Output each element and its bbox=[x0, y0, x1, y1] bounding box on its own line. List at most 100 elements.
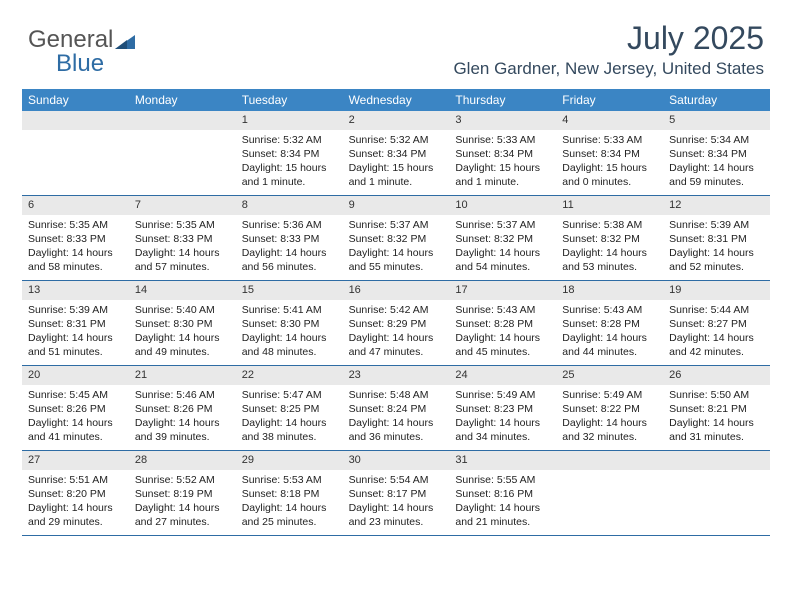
sunset-text: Sunset: 8:33 PM bbox=[242, 232, 337, 246]
daylight-text: Daylight: 14 hours and 45 minutes. bbox=[455, 331, 550, 359]
cell-body: Sunrise: 5:39 AMSunset: 8:31 PMDaylight:… bbox=[22, 300, 129, 364]
daylight-text: Daylight: 14 hours and 53 minutes. bbox=[562, 246, 657, 274]
daylight-text: Daylight: 14 hours and 41 minutes. bbox=[28, 416, 123, 444]
sunset-text: Sunset: 8:30 PM bbox=[242, 317, 337, 331]
day-number: 16 bbox=[343, 281, 450, 300]
day-number: 15 bbox=[236, 281, 343, 300]
cell-body: Sunrise: 5:54 AMSunset: 8:17 PMDaylight:… bbox=[343, 470, 450, 534]
calendar-week: 13Sunrise: 5:39 AMSunset: 8:31 PMDayligh… bbox=[22, 281, 770, 366]
daylight-text: Daylight: 14 hours and 32 minutes. bbox=[562, 416, 657, 444]
calendar-cell: 8Sunrise: 5:36 AMSunset: 8:33 PMDaylight… bbox=[236, 196, 343, 280]
day-number: 7 bbox=[129, 196, 236, 215]
cell-body: Sunrise: 5:39 AMSunset: 8:31 PMDaylight:… bbox=[663, 215, 770, 279]
calendar-cell: 15Sunrise: 5:41 AMSunset: 8:30 PMDayligh… bbox=[236, 281, 343, 365]
calendar-cell: 16Sunrise: 5:42 AMSunset: 8:29 PMDayligh… bbox=[343, 281, 450, 365]
logo: GeneralBlue bbox=[28, 20, 135, 78]
sunrise-text: Sunrise: 5:54 AM bbox=[349, 473, 444, 487]
logo-text-2: Blue bbox=[56, 50, 135, 78]
sunrise-text: Sunrise: 5:52 AM bbox=[135, 473, 230, 487]
calendar-cell bbox=[556, 451, 663, 535]
day-header: Monday bbox=[129, 89, 236, 111]
sunrise-text: Sunrise: 5:33 AM bbox=[455, 133, 550, 147]
calendar: SundayMondayTuesdayWednesdayThursdayFrid… bbox=[0, 83, 792, 536]
calendar-cell: 9Sunrise: 5:37 AMSunset: 8:32 PMDaylight… bbox=[343, 196, 450, 280]
sunset-text: Sunset: 8:27 PM bbox=[669, 317, 764, 331]
daylight-text: Daylight: 14 hours and 39 minutes. bbox=[135, 416, 230, 444]
calendar-cell: 13Sunrise: 5:39 AMSunset: 8:31 PMDayligh… bbox=[22, 281, 129, 365]
cell-body: Sunrise: 5:36 AMSunset: 8:33 PMDaylight:… bbox=[236, 215, 343, 279]
cell-body: Sunrise: 5:37 AMSunset: 8:32 PMDaylight:… bbox=[343, 215, 450, 279]
daylight-text: Daylight: 14 hours and 44 minutes. bbox=[562, 331, 657, 359]
cell-body: Sunrise: 5:45 AMSunset: 8:26 PMDaylight:… bbox=[22, 385, 129, 449]
day-number: 12 bbox=[663, 196, 770, 215]
daylight-text: Daylight: 14 hours and 55 minutes. bbox=[349, 246, 444, 274]
daylight-text: Daylight: 14 hours and 56 minutes. bbox=[242, 246, 337, 274]
sunset-text: Sunset: 8:20 PM bbox=[28, 487, 123, 501]
sunrise-text: Sunrise: 5:43 AM bbox=[562, 303, 657, 317]
header: GeneralBlue July 2025 Glen Gardner, New … bbox=[0, 0, 792, 83]
sunset-text: Sunset: 8:26 PM bbox=[28, 402, 123, 416]
daylight-text: Daylight: 15 hours and 1 minute. bbox=[349, 161, 444, 189]
day-number: 26 bbox=[663, 366, 770, 385]
sunrise-text: Sunrise: 5:49 AM bbox=[455, 388, 550, 402]
day-number: 28 bbox=[129, 451, 236, 470]
sunset-text: Sunset: 8:23 PM bbox=[455, 402, 550, 416]
calendar-cell: 28Sunrise: 5:52 AMSunset: 8:19 PMDayligh… bbox=[129, 451, 236, 535]
sunset-text: Sunset: 8:25 PM bbox=[242, 402, 337, 416]
daylight-text: Daylight: 14 hours and 48 minutes. bbox=[242, 331, 337, 359]
daylight-text: Daylight: 14 hours and 58 minutes. bbox=[28, 246, 123, 274]
daylight-text: Daylight: 14 hours and 21 minutes. bbox=[455, 501, 550, 529]
cell-body: Sunrise: 5:55 AMSunset: 8:16 PMDaylight:… bbox=[449, 470, 556, 534]
sunset-text: Sunset: 8:16 PM bbox=[455, 487, 550, 501]
daylight-text: Daylight: 14 hours and 27 minutes. bbox=[135, 501, 230, 529]
day-number: 13 bbox=[22, 281, 129, 300]
day-number: 29 bbox=[236, 451, 343, 470]
title-block: July 2025 Glen Gardner, New Jersey, Unit… bbox=[453, 20, 764, 79]
calendar-weeks: 1Sunrise: 5:32 AMSunset: 8:34 PMDaylight… bbox=[22, 111, 770, 536]
sunset-text: Sunset: 8:33 PM bbox=[135, 232, 230, 246]
calendar-cell: 10Sunrise: 5:37 AMSunset: 8:32 PMDayligh… bbox=[449, 196, 556, 280]
calendar-cell: 18Sunrise: 5:43 AMSunset: 8:28 PMDayligh… bbox=[556, 281, 663, 365]
sunrise-text: Sunrise: 5:35 AM bbox=[28, 218, 123, 232]
sunrise-text: Sunrise: 5:53 AM bbox=[242, 473, 337, 487]
cell-body bbox=[663, 470, 770, 477]
calendar-week: 20Sunrise: 5:45 AMSunset: 8:26 PMDayligh… bbox=[22, 366, 770, 451]
calendar-cell: 24Sunrise: 5:49 AMSunset: 8:23 PMDayligh… bbox=[449, 366, 556, 450]
calendar-cell: 7Sunrise: 5:35 AMSunset: 8:33 PMDaylight… bbox=[129, 196, 236, 280]
sunrise-text: Sunrise: 5:55 AM bbox=[455, 473, 550, 487]
sunrise-text: Sunrise: 5:50 AM bbox=[669, 388, 764, 402]
calendar-cell: 11Sunrise: 5:38 AMSunset: 8:32 PMDayligh… bbox=[556, 196, 663, 280]
cell-body: Sunrise: 5:32 AMSunset: 8:34 PMDaylight:… bbox=[343, 130, 450, 194]
daylight-text: Daylight: 14 hours and 23 minutes. bbox=[349, 501, 444, 529]
daylight-text: Daylight: 14 hours and 57 minutes. bbox=[135, 246, 230, 274]
day-header: Tuesday bbox=[236, 89, 343, 111]
cell-body: Sunrise: 5:52 AMSunset: 8:19 PMDaylight:… bbox=[129, 470, 236, 534]
cell-body: Sunrise: 5:51 AMSunset: 8:20 PMDaylight:… bbox=[22, 470, 129, 534]
day-number: 9 bbox=[343, 196, 450, 215]
calendar-cell: 17Sunrise: 5:43 AMSunset: 8:28 PMDayligh… bbox=[449, 281, 556, 365]
sunrise-text: Sunrise: 5:38 AM bbox=[562, 218, 657, 232]
sunrise-text: Sunrise: 5:43 AM bbox=[455, 303, 550, 317]
day-number: 24 bbox=[449, 366, 556, 385]
calendar-cell: 21Sunrise: 5:46 AMSunset: 8:26 PMDayligh… bbox=[129, 366, 236, 450]
cell-body: Sunrise: 5:35 AMSunset: 8:33 PMDaylight:… bbox=[22, 215, 129, 279]
sunset-text: Sunset: 8:24 PM bbox=[349, 402, 444, 416]
day-number: 14 bbox=[129, 281, 236, 300]
sunset-text: Sunset: 8:26 PM bbox=[135, 402, 230, 416]
cell-body: Sunrise: 5:53 AMSunset: 8:18 PMDaylight:… bbox=[236, 470, 343, 534]
calendar-cell: 27Sunrise: 5:51 AMSunset: 8:20 PMDayligh… bbox=[22, 451, 129, 535]
day-header: Wednesday bbox=[343, 89, 450, 111]
cell-body: Sunrise: 5:37 AMSunset: 8:32 PMDaylight:… bbox=[449, 215, 556, 279]
sunrise-text: Sunrise: 5:39 AM bbox=[28, 303, 123, 317]
calendar-cell bbox=[129, 111, 236, 195]
sunrise-text: Sunrise: 5:34 AM bbox=[669, 133, 764, 147]
sunset-text: Sunset: 8:22 PM bbox=[562, 402, 657, 416]
sunrise-text: Sunrise: 5:40 AM bbox=[135, 303, 230, 317]
calendar-cell bbox=[22, 111, 129, 195]
cell-body bbox=[129, 130, 236, 137]
cell-body: Sunrise: 5:32 AMSunset: 8:34 PMDaylight:… bbox=[236, 130, 343, 194]
calendar-cell: 30Sunrise: 5:54 AMSunset: 8:17 PMDayligh… bbox=[343, 451, 450, 535]
day-number: 1 bbox=[236, 111, 343, 130]
calendar-cell: 23Sunrise: 5:48 AMSunset: 8:24 PMDayligh… bbox=[343, 366, 450, 450]
sunset-text: Sunset: 8:17 PM bbox=[349, 487, 444, 501]
